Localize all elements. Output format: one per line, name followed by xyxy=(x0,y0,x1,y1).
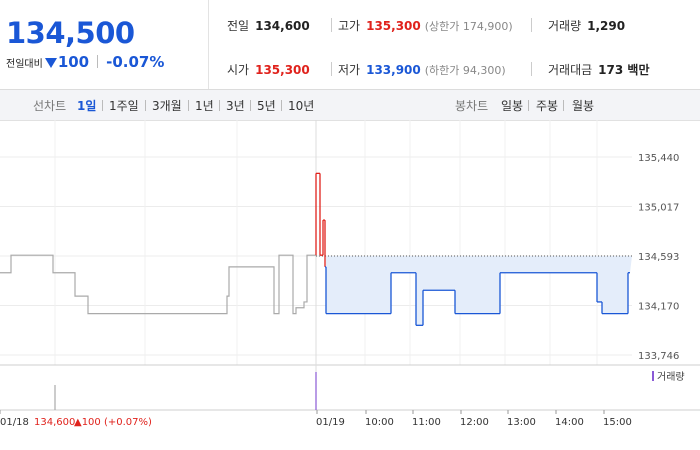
below-reference-fill xyxy=(326,256,632,326)
divider xyxy=(331,18,332,32)
change-row: 전일대비 100 -0.07% xyxy=(6,53,164,71)
tab-5year[interactable]: 5년 xyxy=(257,99,276,113)
prev-day-close: 134,600 xyxy=(34,417,75,428)
prev-day-change: ▲100 (+0.07%) xyxy=(74,417,152,428)
y-tick-label: 134,170 xyxy=(638,301,679,312)
change-amount: 100 xyxy=(57,53,90,71)
down-triangle-icon xyxy=(44,58,57,68)
stat-label: 전일 xyxy=(227,19,250,33)
stat-low: 저가 133,900 (하한가 94,300) xyxy=(338,61,506,78)
candle-chart-label: 봉차트 xyxy=(455,99,489,113)
divider xyxy=(331,62,332,76)
change-label: 전일대비 xyxy=(6,59,43,70)
x-tick-label: 01/18 xyxy=(0,417,29,428)
divider xyxy=(250,100,251,111)
previous-day-line xyxy=(0,254,316,315)
volume-bars xyxy=(54,372,317,410)
divider xyxy=(281,100,282,111)
y-axis: 135,440 135,017 134,593 134,170 133,746 xyxy=(638,153,679,362)
stat-label: 거래량 xyxy=(548,19,582,33)
stat-label: 시가 xyxy=(227,63,250,77)
change-percent: -0.07% xyxy=(106,53,165,71)
x-tick-label: 01/19 xyxy=(316,417,345,428)
stat-value: 134,600 xyxy=(255,19,310,33)
tab-daily[interactable]: 일봉 xyxy=(501,99,524,113)
stat-value: 135,300 xyxy=(255,63,310,77)
divider xyxy=(219,100,220,111)
divider xyxy=(531,62,532,76)
divider xyxy=(528,100,529,111)
x-tick-label: 15:00 xyxy=(603,417,632,428)
y-tick-label: 135,017 xyxy=(638,202,679,213)
quote-summary: 134,500 전일대비 100 -0.07% 전일 134,600 고가 135,30… xyxy=(0,0,700,90)
volume-legend: 거래량 xyxy=(652,371,685,383)
divider xyxy=(531,18,532,32)
tab-weekly[interactable]: 주봉 xyxy=(536,99,559,113)
stat-prev-close: 전일 134,600 xyxy=(227,17,310,34)
stat-trade-value: 거래대금 173 백만 xyxy=(548,61,649,78)
today-line xyxy=(315,172,630,326)
divider xyxy=(563,100,564,111)
stat-high: 고가 135,300 (상한가 174,900) xyxy=(338,17,513,34)
tab-10year[interactable]: 10년 xyxy=(288,99,315,113)
y-tick-label: 135,440 xyxy=(638,153,679,164)
divider xyxy=(102,100,103,111)
chart-tab-bar: 선차트 1일 1주일 3개월 1년 3년 5년 10년 봉차트 일봉 주봉 월봉 xyxy=(0,90,700,121)
x-axis: 01/18 01/19 10:00 11:00 12:00 13:00 14:00 15:00… xyxy=(0,410,632,428)
tab-3month[interactable]: 3개월 xyxy=(152,99,182,113)
divider xyxy=(145,100,146,111)
y-tick-label: 133,746 xyxy=(638,351,679,362)
x-tick-label: 10:00 xyxy=(365,417,394,428)
x-tick-label: 13:00 xyxy=(507,417,536,428)
stat-value: 133,900 xyxy=(366,63,421,77)
stat-value: 135,300 xyxy=(366,19,421,33)
y-tick-label: 134,593 xyxy=(638,252,679,263)
stat-volume: 거래량 1,290 xyxy=(548,17,625,34)
tab-monthly[interactable]: 월봉 xyxy=(572,99,595,113)
volume-legend-swatch xyxy=(652,371,654,381)
stat-value: 1,290 xyxy=(587,19,626,33)
volume-legend-label: 거래량 xyxy=(657,371,685,383)
divider xyxy=(97,55,99,68)
stat-value: 173 백만 xyxy=(598,63,650,77)
x-tick-label: 12:00 xyxy=(460,417,489,428)
tab-3year[interactable]: 3년 xyxy=(226,99,245,113)
tab-1day[interactable]: 1일 xyxy=(77,99,97,113)
x-tick-label: 14:00 xyxy=(555,417,584,428)
stat-label: 고가 xyxy=(338,19,361,33)
chart-grid xyxy=(0,120,700,411)
lower-limit: (하한가 94,300) xyxy=(424,64,506,77)
x-tick-label: 11:00 xyxy=(412,417,441,428)
stat-label: 거래대금 xyxy=(548,63,593,77)
line-chart-label: 선차트 xyxy=(33,99,67,113)
tab-1week[interactable]: 1주일 xyxy=(109,99,139,113)
tab-1year[interactable]: 1년 xyxy=(195,99,214,113)
price-box: 134,500 전일대비 100 -0.07% xyxy=(0,0,209,89)
divider xyxy=(188,100,189,111)
upper-limit: (상한가 174,900) xyxy=(424,20,513,33)
stat-open: 시가 135,300 xyxy=(227,61,310,78)
current-price: 134,500 xyxy=(6,16,135,50)
stat-label: 저가 xyxy=(338,63,361,77)
